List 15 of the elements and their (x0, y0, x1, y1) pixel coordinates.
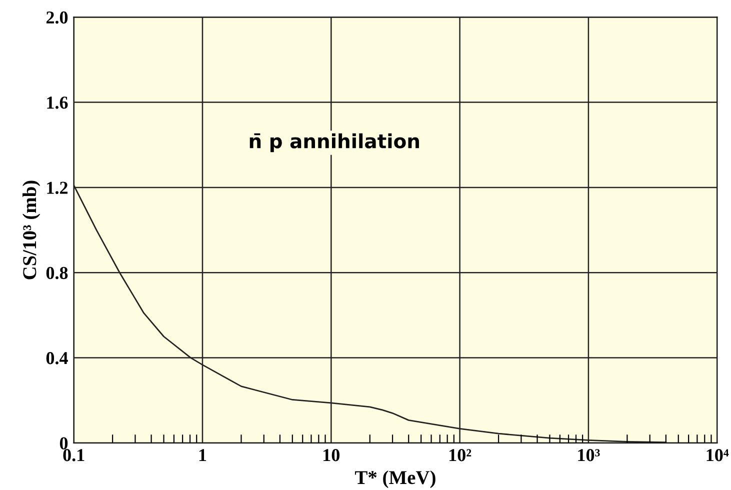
x-tick-label: 1 (199, 449, 206, 462)
x-tick-label: 10² (450, 449, 472, 462)
x-tick-label: 10³ (578, 449, 600, 462)
y-tick-label: 0.8 (46, 266, 68, 280)
y-tick-label: 0 (60, 437, 68, 450)
y-axis-title: CS/10³ (mb) (22, 180, 40, 280)
y-tick-label: 1.2 (47, 182, 68, 194)
x-axis-title: T* (MeV) (355, 470, 436, 488)
y-tick-label: 2.0 (46, 11, 68, 24)
x-tick-label: 0.1 (63, 449, 84, 462)
x-tick-label: 10⁴ (706, 449, 729, 462)
x-tick-label: 10 (324, 449, 340, 462)
y-tick-label: 1.6 (47, 96, 68, 109)
annotation: n̄ p annihilation (250, 133, 419, 152)
y-tick-label: 0.4 (46, 352, 68, 364)
